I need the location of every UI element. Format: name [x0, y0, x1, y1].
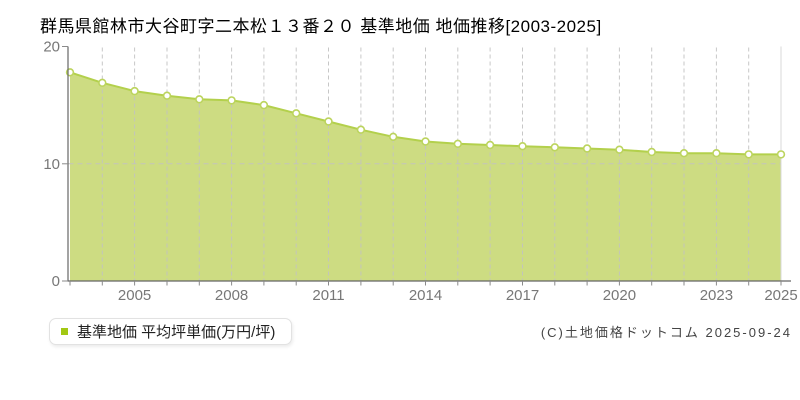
data-point-marker — [162, 91, 172, 100]
legend-swatch-icon — [61, 328, 68, 335]
x-tick-label: 2008 — [215, 287, 248, 304]
legend-label: 基準地価 平均坪単価(万円/坪) — [77, 324, 276, 341]
data-point-marker — [582, 144, 592, 153]
data-point-marker — [712, 149, 721, 158]
data-point-marker — [453, 139, 462, 149]
data-point-marker — [356, 125, 366, 134]
x-tick-label: 2005 — [118, 287, 151, 304]
data-point-marker — [744, 150, 753, 159]
data-point-marker — [324, 117, 333, 126]
data-point-marker — [389, 132, 398, 142]
data-point-marker — [227, 96, 236, 105]
data-point-marker — [485, 140, 495, 150]
data-point-marker — [259, 100, 269, 110]
y-tick-label: 20 — [43, 39, 60, 56]
data-point-marker — [679, 149, 689, 158]
y-tick-label: 0 — [52, 273, 60, 290]
page-title: 群馬県館林市大谷町字二本松１３番２０ 基準地価 地価推移[2003-2025] — [40, 17, 602, 36]
data-point-marker — [421, 137, 430, 146]
data-point-marker — [98, 78, 107, 88]
x-tick-label: 2017 — [506, 287, 539, 304]
data-point-marker — [550, 143, 559, 152]
x-tick-label: 2025 — [764, 287, 797, 304]
price-trend-area-chart: 0 10 20 2005 2008 2011 2014 2017 2020 2023 2025 — [43, 39, 797, 305]
data-point-marker — [647, 147, 656, 157]
legend: 基準地価 平均坪単価(万円/坪) — [49, 318, 293, 345]
y-tick-label: 10 — [43, 156, 60, 173]
data-point-marker — [518, 142, 527, 151]
x-tick-label: 2014 — [409, 287, 442, 304]
data-point-marker — [776, 150, 786, 159]
data-point-marker — [292, 109, 301, 118]
data-point-marker — [130, 86, 139, 96]
copyright-text: (C)土地価格ドットコム 2025-09-24 — [540, 325, 792, 340]
data-point-marker — [615, 145, 624, 154]
data-point-marker — [195, 95, 204, 104]
x-tick-label: 2011 — [312, 287, 344, 304]
x-tick-label: 2020 — [603, 287, 636, 304]
x-tick-label: 2023 — [700, 287, 733, 304]
